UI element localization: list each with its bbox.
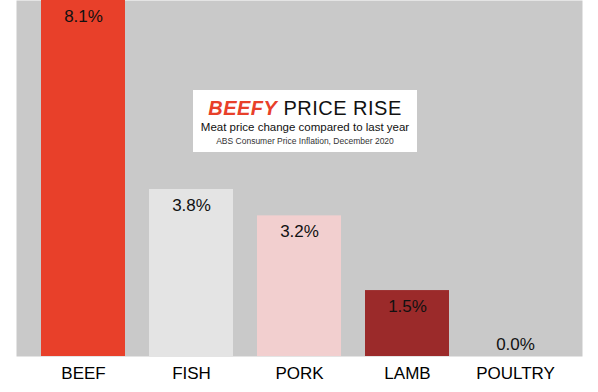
svg-text:1.5%: 1.5% xyxy=(388,297,427,316)
html-text:ABS Consumer Price Inflation,: ABS Consumer Price Inflation, December 2… xyxy=(216,136,394,146)
svg-text:8.1%: 8.1% xyxy=(64,7,103,26)
svg-text:POULTRY: POULTRY xyxy=(476,364,555,383)
svg-text:0.0%: 0.0% xyxy=(496,335,535,354)
html-text:BEEFY PRICE RISE: BEEFY PRICE RISE xyxy=(208,97,402,119)
svg-text:PORK: PORK xyxy=(275,364,324,383)
svg-text:FISH: FISH xyxy=(172,364,211,383)
svg-text:BEEF: BEEF xyxy=(61,364,105,383)
svg-text:3.2%: 3.2% xyxy=(280,222,319,241)
svg-text:3.8%: 3.8% xyxy=(172,196,211,215)
svg-text:LAMB: LAMB xyxy=(384,364,430,383)
html-text:Meat price change compared to: Meat price change compared to last year xyxy=(200,121,410,133)
